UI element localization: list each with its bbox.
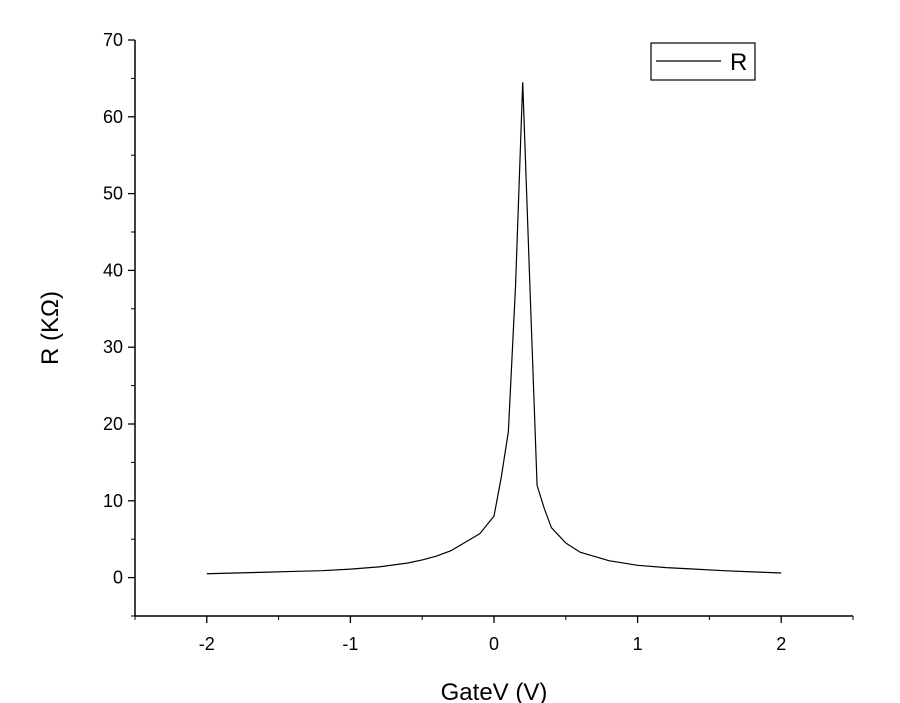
x-tick-label--2: -2 (199, 634, 215, 654)
y-tick-label-0: 0 (113, 568, 123, 588)
y-tick-label-60: 60 (103, 107, 123, 127)
y-tick-label-10: 10 (103, 491, 123, 511)
y-axis-title: R (KΩ) (37, 291, 64, 365)
x-tick-label-1: 1 (633, 634, 643, 654)
y-tick-label-30: 30 (103, 337, 123, 357)
y-tick-label-70: 70 (103, 30, 123, 50)
x-axis-title: GateV (V) (441, 679, 548, 703)
plot-area: 0 10 20 30 40 50 60 70 -2 -1 0 1 2 (103, 30, 854, 654)
y-tick-label-50: 50 (103, 184, 123, 204)
legend-label-r: R (730, 49, 747, 76)
legend: R (650, 42, 756, 81)
y-tick-label-20: 20 (103, 414, 123, 434)
x-tick-label--1: -1 (342, 634, 358, 654)
x-tick-label-0: 0 (489, 634, 499, 654)
y-ticks: 0 10 20 30 40 50 60 70 (103, 30, 135, 617)
x-tick-label-2: 2 (776, 634, 786, 654)
series-line-r (206, 82, 782, 575)
y-tick-label-40: 40 (103, 260, 123, 280)
x-ticks: -2 -1 0 1 2 (134, 616, 854, 654)
